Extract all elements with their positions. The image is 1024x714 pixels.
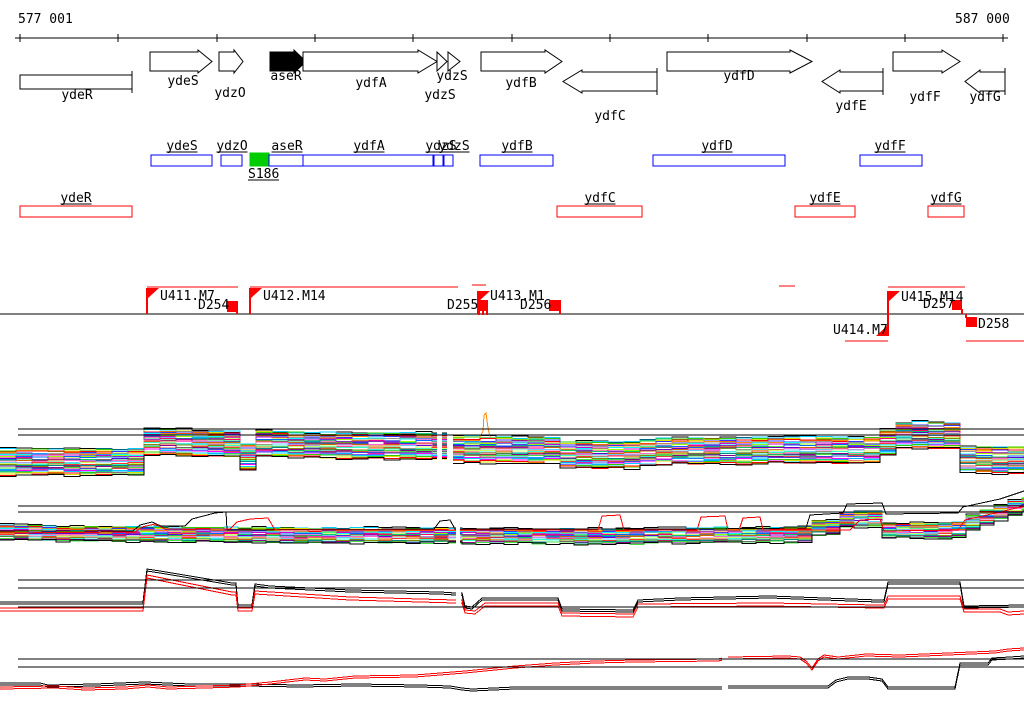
primer-flag-U413.M1[interactable] [478, 291, 490, 302]
gene-arrow-ydeR[interactable] [19, 74, 133, 90]
feature-box-ydfF[interactable] [859, 154, 923, 167]
feature-label-ydzS[interactable]: ydzS [425, 139, 456, 154]
probe-square-D257[interactable] [952, 300, 962, 310]
primer-flag-U411.M7[interactable] [147, 288, 159, 299]
gene-arrow-ydfC[interactable] [562, 69, 658, 94]
feature-box-ydfG[interactable] [927, 205, 965, 218]
gene-label-ydeR: ydeR [61, 88, 92, 103]
probe-square-D256[interactable] [549, 300, 561, 311]
signal-gap [456, 488, 460, 548]
primer-label-D255[interactable]: D255 [447, 298, 478, 313]
feature-label-ydfE[interactable]: ydfE [809, 191, 840, 206]
gene-label-ydfB: ydfB [505, 76, 536, 91]
signal-line [0, 647, 1024, 689]
primer-flag-U415.M14[interactable] [888, 291, 900, 302]
signal-line [0, 490, 1024, 532]
feature-label-ydfC[interactable]: ydfC [584, 191, 615, 206]
feature-box-ydeS[interactable] [150, 154, 213, 167]
gene-label-aseR: aseR [270, 69, 301, 84]
signal-line [0, 568, 1024, 611]
feature-box-ydfA[interactable] [302, 154, 434, 167]
feature-label-ydeR[interactable]: ydeR [60, 191, 91, 206]
gene-label-ydzS: ydzS [436, 69, 467, 84]
signal-band-series [0, 438, 1024, 469]
gene-label-ydfE: ydfE [835, 99, 866, 114]
gene-arrow-ydzS[interactable] [436, 50, 448, 73]
feature-label-ydfD[interactable]: ydfD [701, 139, 732, 154]
gene-arrow-aseR[interactable] [269, 48, 307, 75]
gene-arrow-ydfE[interactable] [821, 69, 884, 94]
feature-label-ydfG[interactable]: ydfG [930, 191, 961, 206]
signal-gap [722, 642, 728, 705]
gene-label-ydzO: ydzO [214, 86, 245, 101]
primer-label-U415.M14[interactable]: U415.M14 [901, 290, 964, 305]
gene-label-ydeS: ydeS [167, 74, 198, 89]
primer-flag-U414.M7[interactable] [876, 325, 888, 336]
feature-box-ydzS[interactable] [443, 154, 454, 167]
ruler-start-coordinate: 577 001 [18, 12, 73, 27]
feature-box-ydzO[interactable] [220, 154, 243, 167]
feature-label-ydfB[interactable]: ydfB [501, 139, 532, 154]
feature-label-ydeS[interactable]: ydeS [166, 139, 197, 154]
feature-box-ydeR[interactable] [19, 205, 133, 218]
gene-label-ydfG: ydfG [969, 90, 1000, 105]
gene-arrow-ydfA[interactable] [302, 49, 438, 74]
probe-square-D255[interactable] [477, 300, 488, 311]
feature-box-ydfC[interactable] [556, 205, 643, 218]
signal-gap [447, 408, 453, 468]
gene-arrow-ydfB[interactable] [480, 49, 563, 74]
signal-band-series [0, 446, 1024, 477]
gene-label-ydzS: ydzS [424, 88, 455, 103]
primer-label-U412.M14[interactable]: U412.M14 [263, 289, 326, 304]
gene-label-ydfC: ydfC [594, 109, 625, 124]
gene-arrow-ydzS[interactable] [447, 50, 461, 73]
gene-arrow-ydfG[interactable] [964, 68, 1006, 95]
primer-flag-U412.M14[interactable] [250, 288, 262, 299]
signal-band-series [0, 503, 1024, 539]
feature-box-ydfB[interactable] [479, 154, 554, 167]
signal-band-series [0, 510, 1024, 545]
gene-arrow-ydfF[interactable] [892, 49, 961, 74]
probe-square-D254[interactable] [227, 301, 238, 312]
gene-arrow-ydeS[interactable] [149, 48, 213, 75]
feature-box-S186[interactable] [249, 152, 270, 167]
gene-arrow-ydzO[interactable] [218, 48, 244, 75]
primer-label-U414.M7[interactable]: U414.M7 [833, 323, 888, 338]
feature-label-ydzO[interactable]: ydzO [216, 139, 247, 154]
gene-label-ydfF: ydfF [909, 90, 940, 105]
signal-band-series [0, 511, 1024, 546]
signal-line [0, 657, 1024, 692]
probe-square-D258[interactable] [966, 317, 977, 327]
feature-box-ydfE[interactable] [794, 205, 856, 218]
gene-arrow-ydfD[interactable] [666, 49, 814, 74]
feature-label-ydfA[interactable]: ydfA [353, 139, 384, 154]
signal-line [0, 649, 1024, 691]
feature-box-ydzS[interactable] [433, 154, 444, 167]
primer-label-D254[interactable]: D254 [198, 298, 229, 313]
feature-box-aseR[interactable] [268, 154, 304, 167]
signal-band-series [0, 508, 1024, 543]
feature-label-ydzS[interactable]: ydzS [438, 139, 469, 154]
primer-label-D258[interactable]: D258 [978, 317, 1009, 332]
primer-label-D257[interactable]: D257 [923, 297, 954, 312]
feature-label-ydfF[interactable]: ydfF [874, 139, 905, 154]
primer-label-U411.M7[interactable]: U411.M7 [160, 289, 215, 304]
signal-gap [437, 408, 442, 468]
signal-line [0, 570, 1024, 613]
feature-label-S186[interactable]: S186 [248, 167, 279, 182]
gene-label-ydfA: ydfA [355, 76, 386, 91]
feature-label-aseR[interactable]: aseR [271, 139, 302, 154]
primer-label-U413.M1[interactable]: U413.M1 [490, 289, 545, 304]
ruler-end-coordinate: 587 000 [955, 12, 1010, 27]
feature-box-ydfD[interactable] [652, 154, 786, 167]
gene-label-ydfD: ydfD [723, 69, 754, 84]
primer-label-D256[interactable]: D256 [520, 298, 551, 313]
signal-line [479, 411, 491, 438]
signal-gap [456, 562, 461, 622]
signal-line [0, 505, 1024, 534]
signal-line [0, 577, 1024, 618]
